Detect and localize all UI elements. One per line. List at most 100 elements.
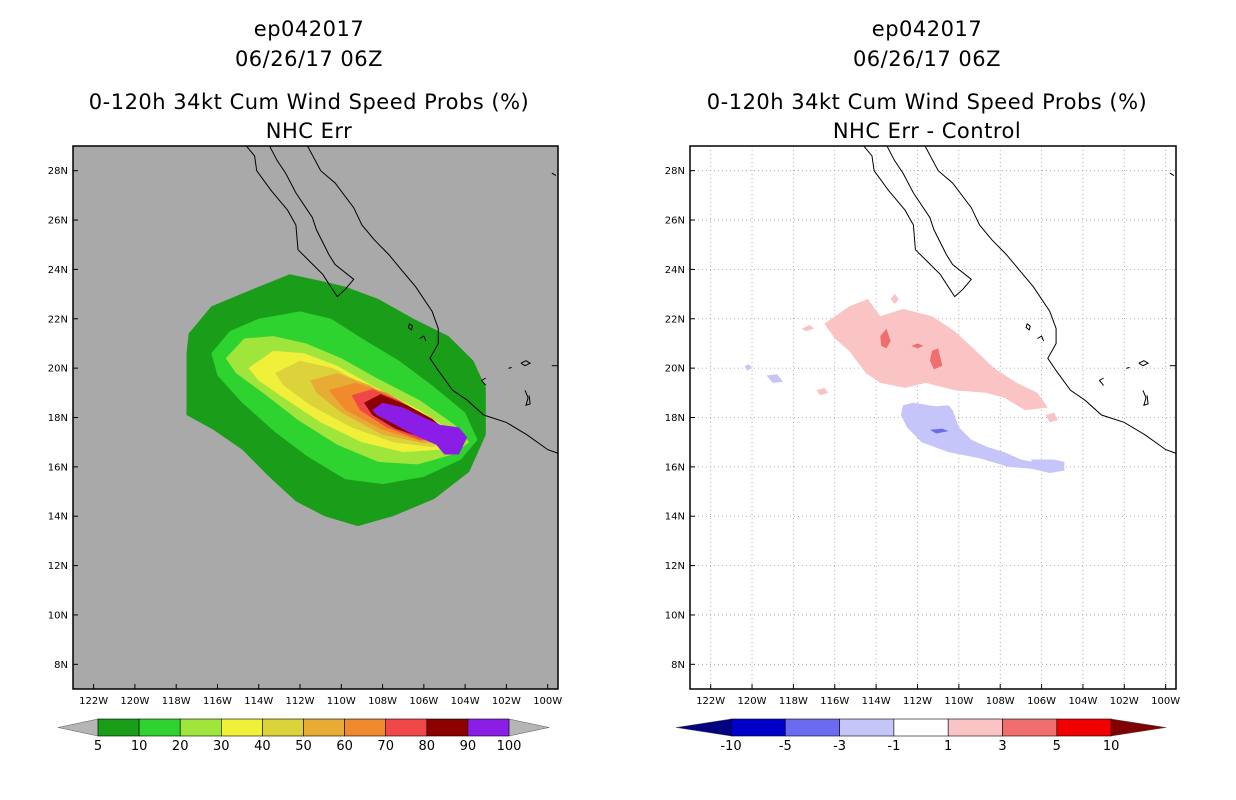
colorbar-label: 5 [94,739,102,754]
title-product: 0-120h 34kt Cum Wind Speed Probs (%) [89,90,529,114]
contour-level-neg1 [900,402,1038,470]
colorbar: 5 10 20 30 40 50 60 70 80 90 100 [57,718,550,754]
contour-level-neg1 [766,374,784,383]
y-tick-label: 12N [48,561,68,572]
colorbar-label: 70 [377,739,394,754]
coastline-segment [1169,172,1175,177]
colorbar-lower-arrow [675,718,732,737]
contour-level-3 [929,348,943,370]
x-tick-label: 120W [738,696,767,707]
x-tick-label: 110W [327,696,356,707]
y-tick-label: 22N [665,314,685,325]
colorbar-swatch [1002,718,1058,737]
coastline-segment [419,335,427,342]
contour-level-1 [801,324,815,332]
title-subtitle: NHC Err [266,119,353,143]
y-tick-label: 10N [665,610,685,621]
coastline-segment [863,146,973,298]
colorbar-swatch [262,718,304,737]
coastline-segment [1025,323,1031,331]
colorbar-label: 80 [419,739,436,754]
y-tick-label: 28N [48,166,68,177]
x-tick-label: 106W [409,696,438,707]
coastline-segment [1037,335,1045,342]
coastline-segment [508,366,512,369]
colorbar-swatch [221,718,263,737]
colorbar-label: 60 [336,739,353,754]
panel-nhc-err: ep042017 06/26/17 06Z 0-120h 34kt Cum Wi… [48,17,562,754]
colorbar-label: 10 [1103,739,1120,754]
y-tick-label: 16N [48,462,68,473]
y-tick-label: 26N [665,216,685,227]
title-subtitle: NHC Err - Control [833,119,1021,143]
colorbar-swatch [1056,718,1112,737]
x-tick-label: 100W [533,696,562,707]
x-tick-label: 104W [451,696,480,707]
colorbar-label: -5 [779,739,792,754]
x-tick-label: 112W [903,696,932,707]
colorbar-label: -3 [833,739,846,754]
coastline-segment [306,146,558,454]
x-tick-label: 120W [120,696,149,707]
colorbar-label: 40 [254,739,271,754]
x-tick-label: 114W [244,696,273,707]
contour-level-1 [816,387,829,396]
colorbar-swatch [839,718,895,737]
axis-ticks: 122W 120W 118W 116W 114W 112W 110W 108W 106W 104W… [48,166,562,707]
y-tick-label: 26N [48,216,68,227]
y-tick-label: 18N [48,413,68,424]
coastline-segment [480,377,487,386]
x-tick-label: 116W [203,696,232,707]
coastline-segment [551,172,557,177]
x-tick-label: 100W [1151,696,1180,707]
colorbar-label: 10 [131,739,148,754]
y-tick-label: 22N [48,314,68,325]
x-tick-label: 122W [696,696,725,707]
colorbar-swatch [784,718,840,737]
contour-level-90 [372,402,468,455]
colorbar: -10 -5 -3 -1 1 3 5 10 [675,718,1167,754]
colorbar-label: 90 [460,739,477,754]
difference-contours [744,294,1065,473]
axis-ticks: 122W 120W 118W 116W 114W 112W 110W 108W 106W 104W… [665,166,1180,707]
x-tick-label: 122W [79,696,108,707]
coastline-segment [1142,390,1149,406]
colorbar-swatch [467,718,510,737]
panel-difference: ep042017 06/26/17 06Z 0-120h 34kt Cum Wi… [665,17,1180,754]
x-tick-label: 108W [368,696,397,707]
y-tick-label: 14N [665,512,685,523]
y-tick-label: 24N [48,265,68,276]
y-tick-label: 24N [665,265,685,276]
y-tick-label: 16N [665,462,685,473]
colorbar-lower-arrow [57,718,99,737]
colorbar-label: -1 [887,739,900,754]
x-tick-label: 114W [862,696,891,707]
coastline-segment [924,146,1176,454]
title-storm-id: ep042017 [872,17,982,41]
coastline-segment [1138,360,1150,367]
coastline-segment [1098,377,1104,386]
contour-level-1 [890,294,899,304]
colorbar-label: 20 [172,739,189,754]
y-tick-label: 14N [48,512,68,523]
y-tick-label: 10N [48,610,68,621]
coastline [863,146,1176,454]
y-tick-label: 18N [665,413,685,424]
title-product: 0-120h 34kt Cum Wind Speed Probs (%) [707,90,1147,114]
colorbar-swatch [385,718,428,737]
gridlines [690,146,1176,689]
x-tick-label: 118W [779,696,808,707]
x-tick-label: 116W [820,696,849,707]
x-tick-label: 118W [162,696,191,707]
colorbar-swatch [344,718,387,737]
x-tick-label: 108W [986,696,1015,707]
title-datetime: 06/26/17 06Z [853,47,1001,71]
x-tick-label: 102W [492,696,521,707]
y-tick-label: 20N [48,364,68,375]
coastline-segment [407,323,414,331]
contour-level-1 [1045,412,1059,423]
contour-level-neg3 [929,428,949,434]
coastline-segment [245,146,355,298]
contour-level-3 [911,343,924,349]
